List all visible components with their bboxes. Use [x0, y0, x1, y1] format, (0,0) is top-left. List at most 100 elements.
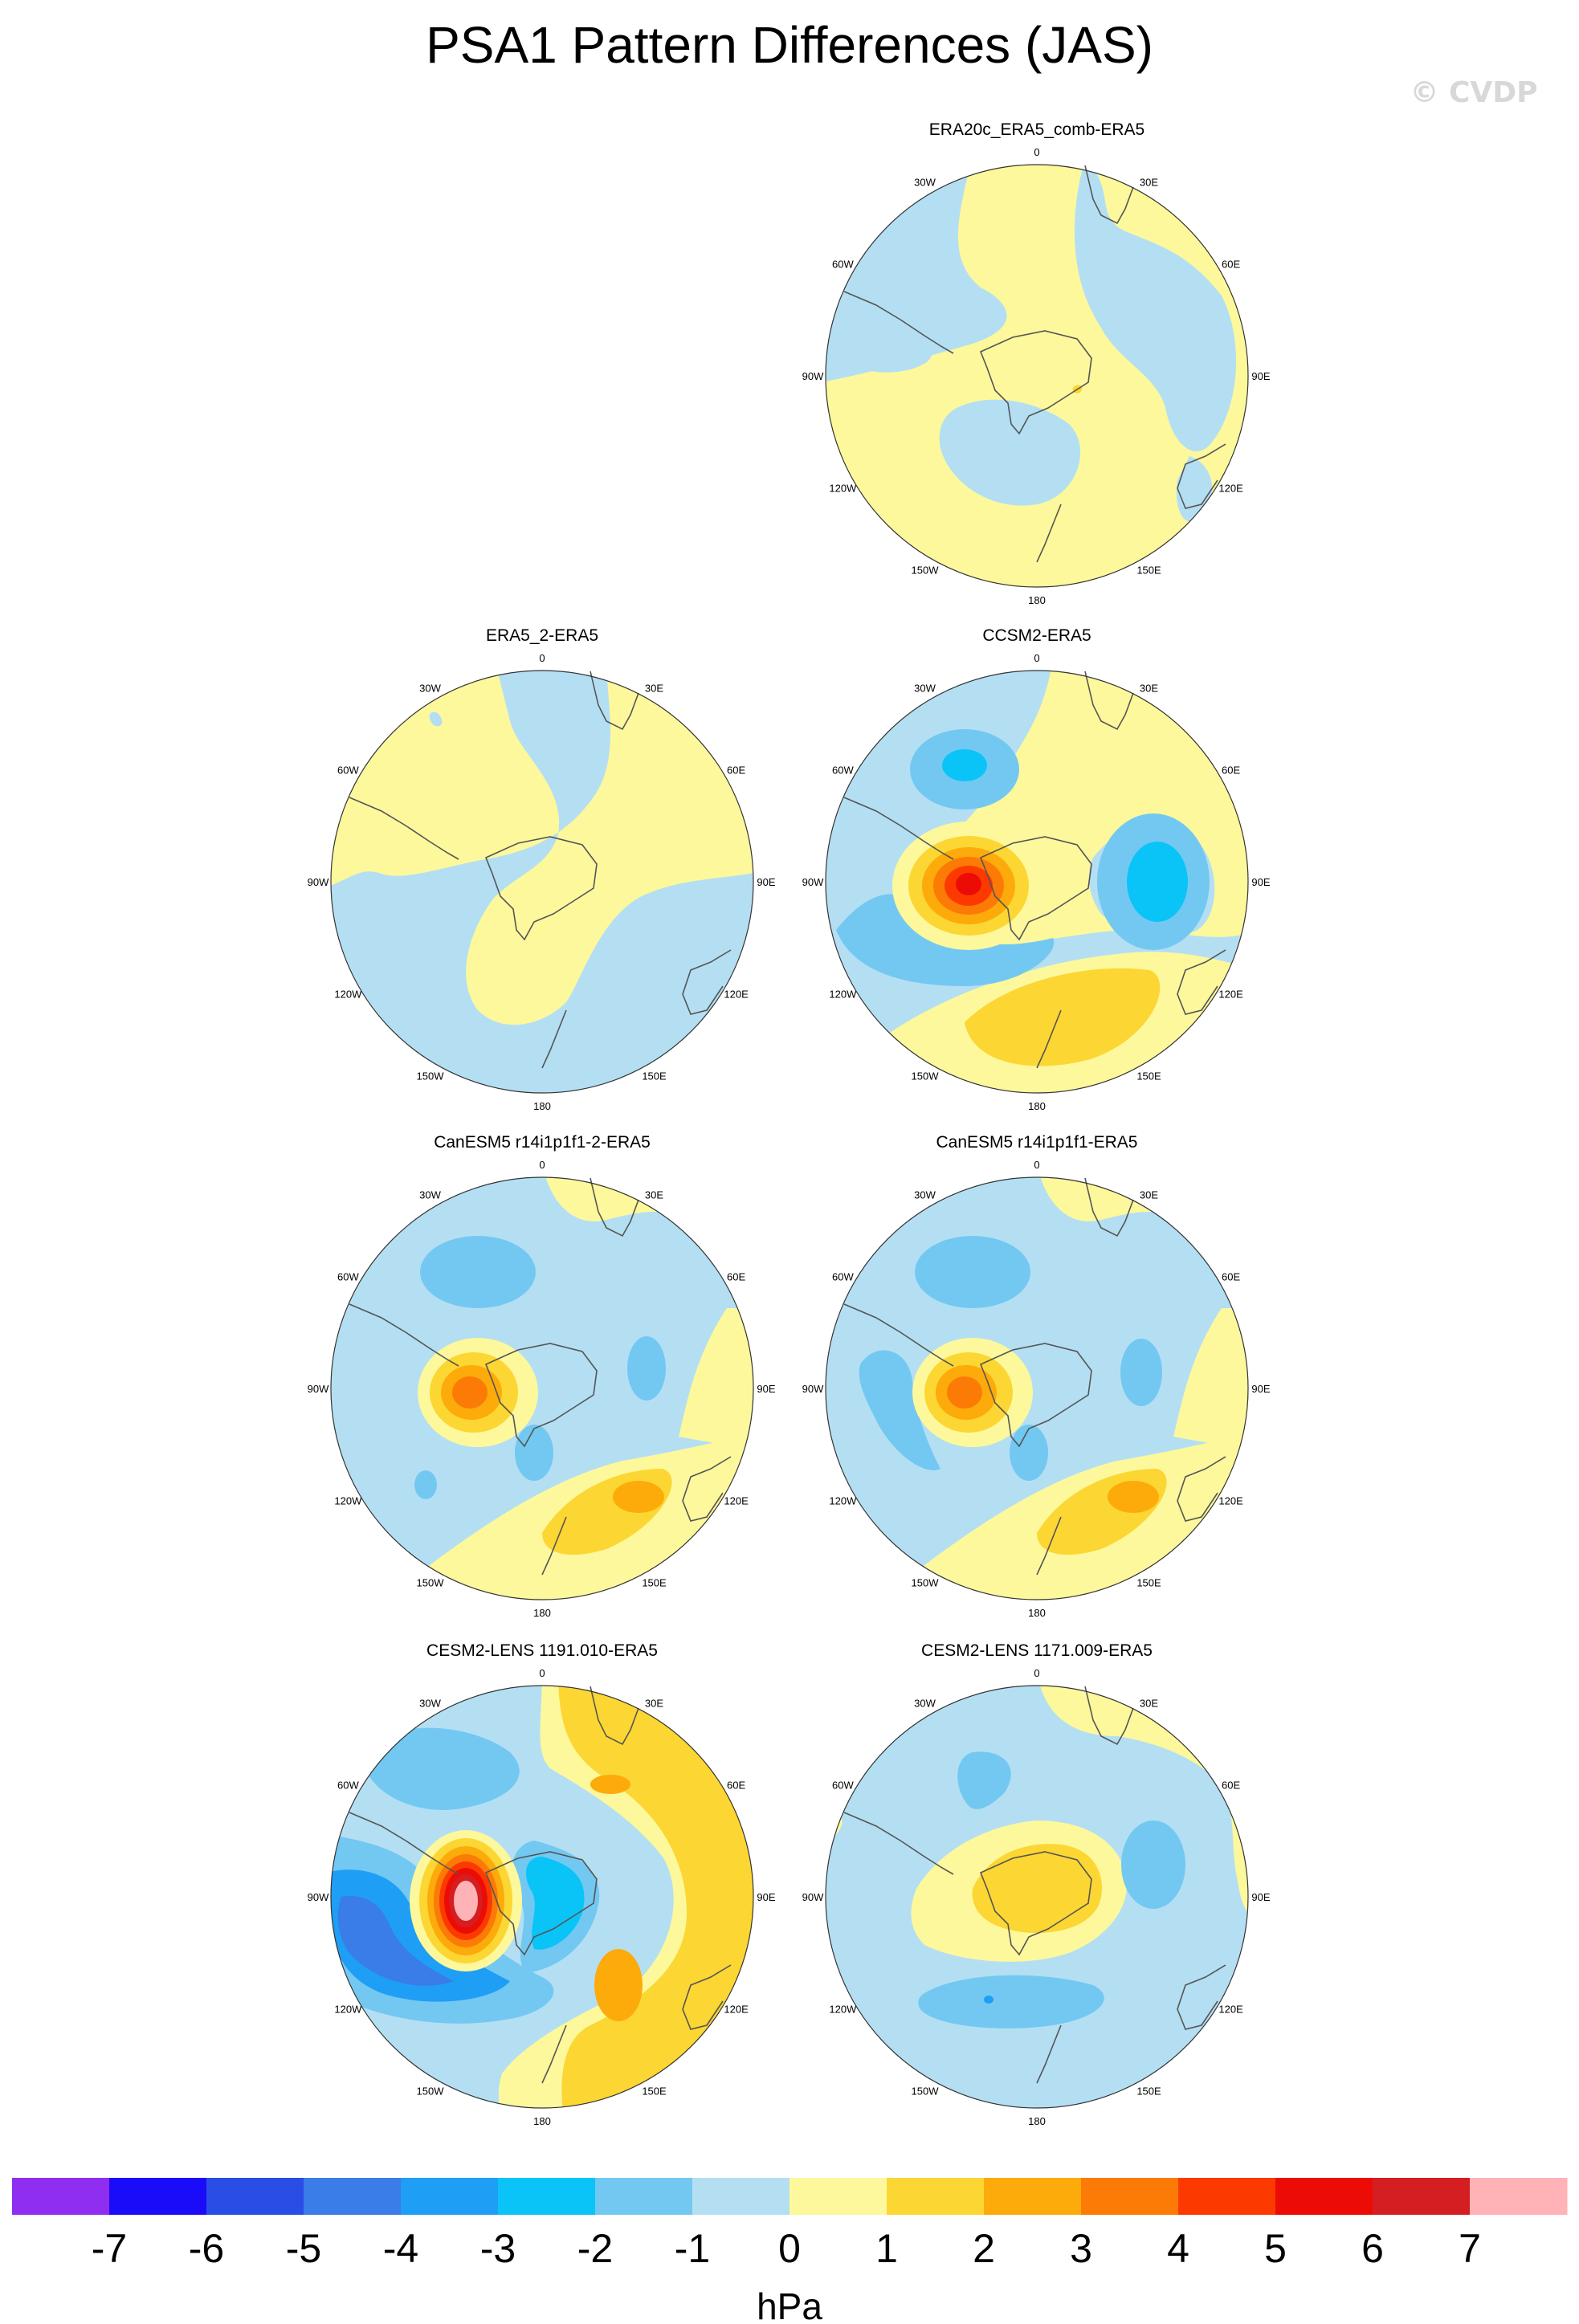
contours [826, 165, 1237, 522]
negative-region [834, 319, 932, 373]
new-zealand-coastline [541, 2024, 567, 2084]
longitude-label: 120W [829, 1495, 857, 1507]
longitude-labels: 0 30E 60E 90E 120E 150E 180 150W 120W 90W 60W 30W [308, 652, 776, 1112]
colorbar-box [12, 2178, 110, 2215]
longitude-label: 60W [832, 259, 854, 271]
longitude-label: 60E [1222, 1780, 1240, 1792]
panel-cesm2-lens-1191-era5: CESM2-LENS 1191.010-ERA5 0 30E 60E 90E 120E 1… [308, 1641, 776, 2127]
longitude-label: 60W [832, 1271, 854, 1283]
new-zealand-coastline [1036, 1516, 1062, 1576]
longitude-label: 0 [539, 652, 545, 664]
colorbar-box [790, 2178, 887, 2215]
colorbar-box [1373, 2178, 1471, 2215]
longitude-label: 30W [914, 1697, 936, 1709]
colorbar-box [595, 2178, 693, 2215]
colorbar-box [692, 2178, 790, 2215]
colorbar-label: -4 [383, 2226, 418, 2271]
longitude-label: 60E [727, 1780, 745, 1792]
longitude-label: 30E [1140, 682, 1158, 694]
positive-core [454, 1881, 478, 1921]
positive-core [1108, 1481, 1159, 1513]
longitude-label: 120E [1218, 989, 1243, 1001]
figure-title: PSA1 Pattern Differences (JAS) [426, 16, 1153, 74]
longitude-label: 60W [337, 764, 359, 777]
australia-coastline [1177, 1964, 1226, 2030]
antarctica-coastline [979, 330, 1092, 435]
longitude-label: 150E [642, 1070, 667, 1082]
positive-core [947, 1376, 982, 1409]
panel-era20c-era5: ERA20c_ERA5_comb-ERA5 0 30E 60E 90E 120E 150E… [802, 120, 1271, 606]
longitude-label: 150W [912, 1577, 940, 1589]
longitude-label: 0 [1034, 1667, 1039, 1679]
colorbar-box [498, 2178, 596, 2215]
south-america-coastline [349, 1303, 459, 1367]
longitude-label: 60W [832, 764, 854, 777]
colorbar: -7 -6 -5 -4 -3 -2 -1 0 1 2 3 4 5 6 7 hPa [12, 2178, 1568, 2324]
longitude-label: 180 [1028, 1607, 1046, 1619]
positive-core [972, 1844, 1102, 1933]
australia-coastline [1177, 949, 1226, 1015]
longitude-labels: 0 30E 60E 90E 120E 150E 180 150W 120W 90W 60W 30W [802, 652, 1271, 1112]
negative-region [337, 1896, 454, 1986]
colorbar-box [1470, 2178, 1568, 2215]
longitude-label: 120W [334, 2004, 362, 2016]
panel-canesm5-era5: CanESM5 r14i1p1f1-ERA5 0 30E 60E 90E 120E 150… [802, 1133, 1271, 1619]
longitude-label: 60W [337, 1271, 359, 1283]
australia-coastline [1177, 443, 1226, 509]
colorbar-units: hPa [757, 2285, 822, 2324]
longitude-label: 30E [645, 1697, 663, 1709]
longitude-label: 120E [1218, 1495, 1243, 1507]
positive-region [965, 968, 1161, 1066]
australia-coastline [682, 1964, 732, 2030]
watermark: © CVDP [1410, 76, 1537, 109]
longitude-label: 30W [914, 176, 936, 188]
africa-coastline [590, 1686, 639, 1746]
antarctica-coastline [979, 1851, 1092, 1956]
negative-core [915, 1236, 1030, 1308]
africa-coastline [590, 671, 639, 731]
colorbar-box [1275, 2178, 1373, 2215]
longitude-label: 30W [419, 1697, 441, 1709]
colorbar-box [887, 2178, 985, 2215]
negative-region [526, 1857, 585, 1950]
colorbar-boxes [12, 2178, 1568, 2215]
negative-region [939, 399, 1081, 506]
longitude-label: 90E [757, 876, 775, 888]
longitude-labels: 0 30E 60E 90E 120E 150E 180 150W 120W 90W 60W 30W [308, 1667, 776, 2127]
colorbar-label: -7 [92, 2226, 127, 2271]
longitude-label: 120E [1218, 483, 1243, 495]
longitude-label: 150E [642, 1577, 667, 1589]
africa-coastline [1084, 165, 1134, 225]
australia-coastline [682, 949, 732, 1015]
longitude-label: 90W [802, 1891, 824, 1903]
positive-core [590, 1775, 630, 1794]
negative-core [957, 1751, 1011, 1809]
longitude-label: 120W [829, 2004, 857, 2016]
longitude-label: 60E [1222, 259, 1240, 271]
longitude-label: 60W [832, 1780, 854, 1792]
longitude-label: 150E [642, 2085, 667, 2098]
colorbar-label: 6 [1361, 2226, 1384, 2271]
longitude-label: 120W [334, 1495, 362, 1507]
longitude-label: 180 [533, 1607, 551, 1619]
negative-core [984, 1996, 994, 2004]
colorbar-box [109, 2178, 207, 2215]
longitude-label: 180 [1028, 1100, 1046, 1112]
longitude-label: 90W [802, 1383, 824, 1395]
colorbar-label: 1 [875, 2226, 898, 2271]
negative-region [331, 671, 753, 1093]
new-zealand-coastline [541, 1516, 567, 1576]
negative-core [918, 1975, 1104, 2028]
longitude-label: 150W [912, 565, 940, 577]
colorbar-box [984, 2178, 1082, 2215]
negative-region [364, 1727, 520, 1810]
south-america-coastline [349, 1812, 459, 1875]
negative-region [1074, 165, 1237, 452]
new-zealand-coastline [1036, 2024, 1062, 2084]
panel-title: CanESM5 r14i1p1f1-2-ERA5 [434, 1133, 651, 1152]
colorbar-label: 5 [1264, 2226, 1287, 2271]
antarctica-coastline [979, 1343, 1092, 1448]
longitude-label: 120E [724, 2004, 749, 2016]
colorbar-box [304, 2178, 402, 2215]
